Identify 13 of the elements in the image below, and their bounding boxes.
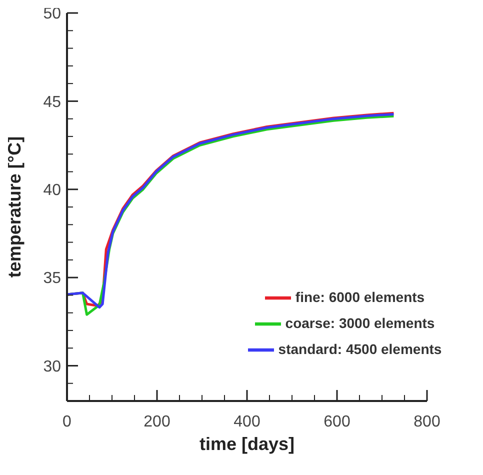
x-tick-label: 200 [144, 414, 170, 431]
y-tick-label: 40 [43, 182, 62, 199]
legend-label: standard: 4500 elements [278, 340, 442, 357]
y-tick-label: 45 [43, 94, 62, 111]
y-tick-label: 35 [43, 270, 62, 288]
x-tick-label: 800 [414, 414, 440, 431]
x-tick-label: 400 [234, 414, 260, 431]
legend-label: fine: 6000 elements [295, 288, 425, 305]
legend-label: coarse: 3000 elements [285, 314, 435, 331]
y-tick-label: 30 [43, 358, 62, 376]
x-axis-title: time [days] [199, 434, 295, 454]
x-tick-label: 600 [324, 414, 350, 431]
x-tick-label: 0 [62, 414, 72, 431]
